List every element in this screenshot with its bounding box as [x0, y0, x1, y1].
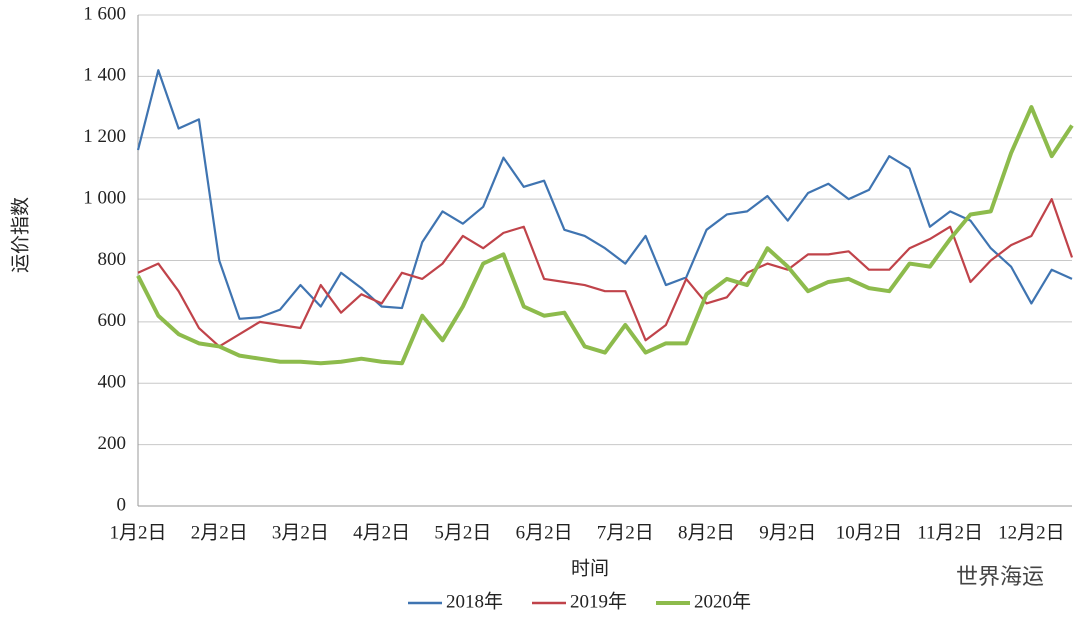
y-tick-label: 1 400	[83, 65, 126, 86]
legend-label: 2020年	[694, 590, 751, 612]
line-series	[137, 198, 1074, 348]
x-tick-label: 8月2日	[678, 522, 735, 543]
x-tick-label: 1月2日	[109, 522, 166, 543]
y-tick-label: 1 200	[83, 126, 126, 147]
y-tick-label: 400	[98, 372, 127, 393]
x-tick-label: 7月2日	[597, 522, 654, 543]
line-series	[136, 69, 1073, 320]
x-tick-label: 2月2日	[191, 522, 248, 543]
y-tick-label: 1 000	[83, 187, 126, 208]
y-tick-label: 1 600	[83, 3, 126, 24]
y-tick-label: 800	[98, 249, 127, 270]
x-tick-label: 10月2日	[836, 522, 903, 543]
y-tick-label: 0	[117, 494, 127, 515]
x-tick-label: 11月2日	[917, 522, 983, 543]
y-tick-label: 600	[98, 310, 127, 331]
line-series	[136, 105, 1074, 366]
x-tick-label: 6月2日	[516, 522, 573, 543]
x-tick-label: 3月2日	[272, 522, 329, 543]
x-tick-label: 9月2日	[759, 522, 816, 543]
y-axis-title: 运价指数	[9, 197, 31, 273]
x-tick-label: 12月2日	[998, 522, 1065, 543]
watermark: 世界海运	[956, 565, 1044, 590]
legend-label: 2019年	[570, 590, 627, 612]
x-tick-label: 5月2日	[434, 522, 491, 543]
x-axis-title: 时间	[571, 557, 609, 579]
y-tick-label: 200	[98, 433, 127, 454]
legend-label: 2018年	[446, 590, 503, 612]
x-tick-label: 4月2日	[353, 522, 410, 543]
